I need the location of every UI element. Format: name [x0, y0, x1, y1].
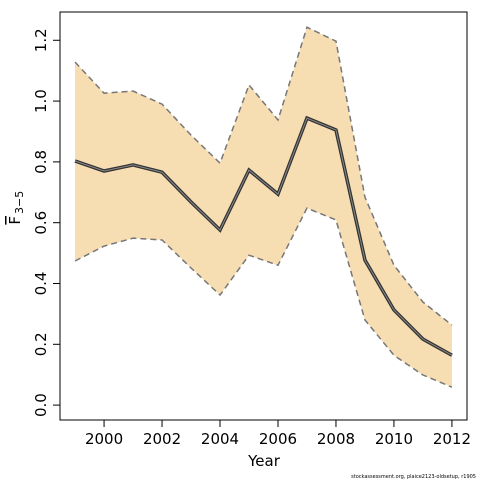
- y-tick-label: 0.6: [32, 211, 50, 235]
- footer: stockassessment.org, plaice2123-oldsetup…: [351, 474, 476, 480]
- x-tick-label: 2002: [143, 430, 181, 448]
- y-tick-label: 1.2: [32, 28, 50, 52]
- x-tick-label: 2000: [85, 430, 123, 448]
- y-tick-label: 0.2: [32, 332, 50, 356]
- confidence-band: [75, 27, 452, 388]
- x-tick-label: 2006: [259, 430, 297, 448]
- y-axis-label-sub: 3−5: [13, 191, 26, 214]
- y-tick-label: 0.8: [32, 150, 50, 174]
- x-tick-label: 2004: [201, 430, 239, 448]
- y-axis-label-group: F 3−5: [6, 191, 26, 225]
- x-tick-label: 2012: [433, 430, 471, 448]
- y-axis-label: F: [6, 216, 24, 225]
- estimate-line-inner: [74, 117, 453, 356]
- y-tick-label: 0.4: [32, 272, 50, 296]
- x-tick-label: 2010: [375, 430, 413, 448]
- x-tick-label: 2008: [317, 430, 355, 448]
- upper-bound: [74, 26, 453, 326]
- plot-frame: [59, 11, 468, 421]
- x-axis-label: Year: [247, 452, 281, 470]
- y-tick-label: 0.0: [32, 393, 50, 417]
- y-tick-label: 1.0: [32, 89, 50, 113]
